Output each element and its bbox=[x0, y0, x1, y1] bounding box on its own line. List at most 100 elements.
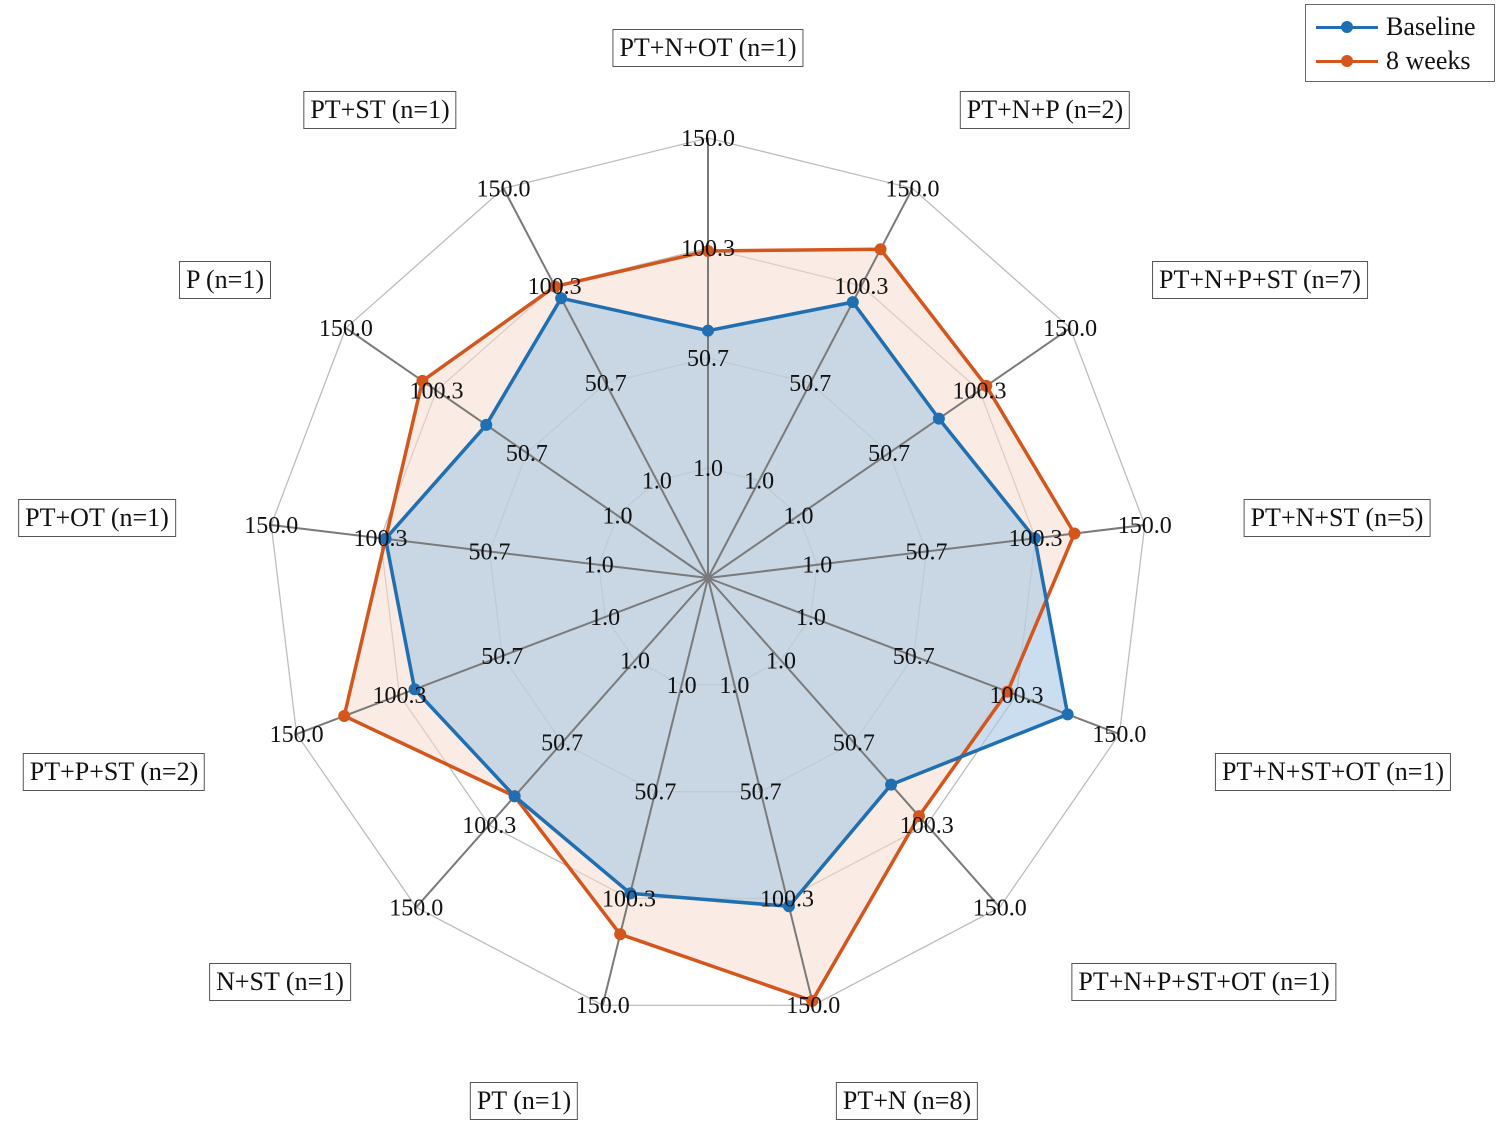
legend-item-8-weeks: 8 weeks bbox=[1316, 45, 1470, 77]
radial-tick-label: 150.0 bbox=[477, 176, 531, 202]
radial-tick-label: 150.0 bbox=[973, 895, 1027, 921]
data-point bbox=[624, 887, 637, 900]
data-point bbox=[379, 532, 392, 545]
radial-tick-label: 50.7 bbox=[585, 371, 627, 397]
axis-spoke bbox=[415, 577, 709, 909]
radial-tick-label: 150.0 bbox=[319, 316, 373, 342]
legend-label: Baseline bbox=[1386, 12, 1476, 41]
category-label: PT+P+ST (n=2) bbox=[22, 753, 206, 791]
radial-tick-label: 50.7 bbox=[833, 731, 875, 757]
radial-tick-label: 1.0 bbox=[642, 469, 672, 495]
category-label: PT+N+ST+OT (n=1) bbox=[1214, 753, 1452, 791]
data-point bbox=[846, 296, 859, 309]
radial-tick-label: 100.3 bbox=[1009, 526, 1063, 552]
data-point bbox=[338, 709, 351, 722]
data-point bbox=[548, 280, 561, 293]
data-point bbox=[874, 243, 887, 256]
radial-tick-label: 1.0 bbox=[766, 648, 796, 674]
legend-item-baseline: Baseline bbox=[1316, 11, 1476, 43]
radial-tick-label: 100.3 bbox=[989, 683, 1043, 709]
category-label: PT+N (n=8) bbox=[835, 1082, 979, 1120]
data-point bbox=[702, 244, 714, 257]
8-weeks-marker-icon bbox=[1316, 51, 1378, 71]
radial-tick-label: 50.7 bbox=[541, 731, 583, 757]
series-line-1 bbox=[342, 247, 1077, 1003]
radial-tick-label: 150.0 bbox=[1043, 316, 1097, 342]
grid-ring bbox=[270, 137, 1146, 1006]
category-label: PT+N+P+ST+OT (n=1) bbox=[1071, 963, 1337, 1001]
radial-tick-label: 100.3 bbox=[760, 886, 814, 912]
radial-tick-label: 100.3 bbox=[353, 526, 407, 552]
radial-tick-label: 100.3 bbox=[409, 379, 463, 405]
radial-tick-label: 50.7 bbox=[905, 539, 947, 565]
radial-tick-label: 1.0 bbox=[602, 504, 632, 530]
radial-tick-label: 50.7 bbox=[687, 346, 729, 372]
data-point bbox=[508, 790, 521, 803]
radial-tick-label: 150.0 bbox=[681, 126, 735, 152]
radial-tick-label: 100.3 bbox=[953, 379, 1007, 405]
baseline-marker-icon bbox=[1316, 17, 1378, 37]
radial-tick-label: 1.0 bbox=[719, 673, 749, 699]
category-label: PT+ST (n=1) bbox=[303, 91, 457, 129]
data-point bbox=[1061, 708, 1074, 721]
category-label: PT+N+P (n=2) bbox=[959, 91, 1131, 129]
radial-tick-label: 50.7 bbox=[469, 539, 511, 565]
data-point bbox=[416, 374, 429, 387]
radial-tick-label: 50.7 bbox=[506, 441, 548, 467]
radial-tick-label: 1.0 bbox=[584, 553, 614, 579]
data-point bbox=[408, 683, 421, 696]
category-label: PT+N+P+ST (n=7) bbox=[1152, 261, 1368, 299]
axis-spoke bbox=[707, 577, 815, 1006]
radial-tick-label: 100.3 bbox=[681, 236, 735, 262]
data-point bbox=[555, 292, 568, 305]
radial-tick-label: 100.3 bbox=[834, 274, 888, 300]
radial-tick-label: 50.7 bbox=[740, 780, 782, 806]
axis-spoke bbox=[707, 577, 1120, 735]
radial-tick-label: 150.0 bbox=[1118, 513, 1172, 539]
axis-spoke bbox=[502, 187, 709, 579]
radial-tick-label: 150.0 bbox=[244, 513, 298, 539]
radial-tick-label: 100.3 bbox=[373, 683, 427, 709]
radial-tick-label: 50.7 bbox=[868, 441, 910, 467]
category-label: PT+N+ST (n=5) bbox=[1243, 499, 1431, 537]
category-label: PT+N+OT (n=1) bbox=[612, 29, 804, 67]
radial-tick-label: 150.0 bbox=[786, 993, 840, 1019]
radial-tick-label: 100.3 bbox=[462, 813, 516, 839]
data-point bbox=[885, 778, 898, 791]
series-line-0 bbox=[383, 296, 1070, 909]
radial-tick-label: 50.7 bbox=[634, 780, 676, 806]
radial-tick-label: 100.3 bbox=[528, 274, 582, 300]
data-point bbox=[614, 928, 627, 941]
category-label: PT (n=1) bbox=[469, 1082, 579, 1120]
axis-spoke bbox=[271, 523, 709, 579]
data-point bbox=[806, 994, 819, 1007]
radial-tick-label: 1.0 bbox=[796, 605, 826, 631]
legend: Baseline 8 weeks bbox=[1305, 4, 1495, 82]
radial-tick-label: 1.0 bbox=[590, 605, 620, 631]
data-point bbox=[702, 324, 714, 337]
axis-spoke bbox=[707, 327, 1071, 579]
legend-label: 8 weeks bbox=[1386, 46, 1471, 75]
radial-tick-label: 150.0 bbox=[389, 895, 443, 921]
radial-tick-label: 100.3 bbox=[602, 886, 656, 912]
radial-tick-label: 1.0 bbox=[693, 456, 723, 482]
radial-tick-label: 50.7 bbox=[893, 644, 935, 670]
radial-tick-label: 1.0 bbox=[784, 504, 814, 530]
radial-tick-label: 1.0 bbox=[744, 469, 774, 495]
data-point bbox=[1068, 527, 1081, 540]
data-point bbox=[782, 900, 795, 913]
radial-tick-label: 150.0 bbox=[885, 176, 939, 202]
data-point bbox=[1001, 685, 1014, 698]
data-point bbox=[1028, 532, 1041, 545]
category-label: P (n=1) bbox=[179, 261, 271, 299]
data-point bbox=[980, 379, 993, 392]
radial-tick-label: 150.0 bbox=[270, 722, 324, 748]
category-label: PT+OT (n=1) bbox=[18, 499, 176, 537]
radial-tick-label: 1.0 bbox=[620, 648, 650, 674]
category-label: N+ST (n=1) bbox=[209, 963, 351, 1001]
data-point bbox=[932, 412, 945, 425]
series-fill-0 bbox=[385, 298, 1068, 907]
axis-spoke bbox=[707, 577, 1001, 909]
radial-tick-label: 50.7 bbox=[789, 371, 831, 397]
